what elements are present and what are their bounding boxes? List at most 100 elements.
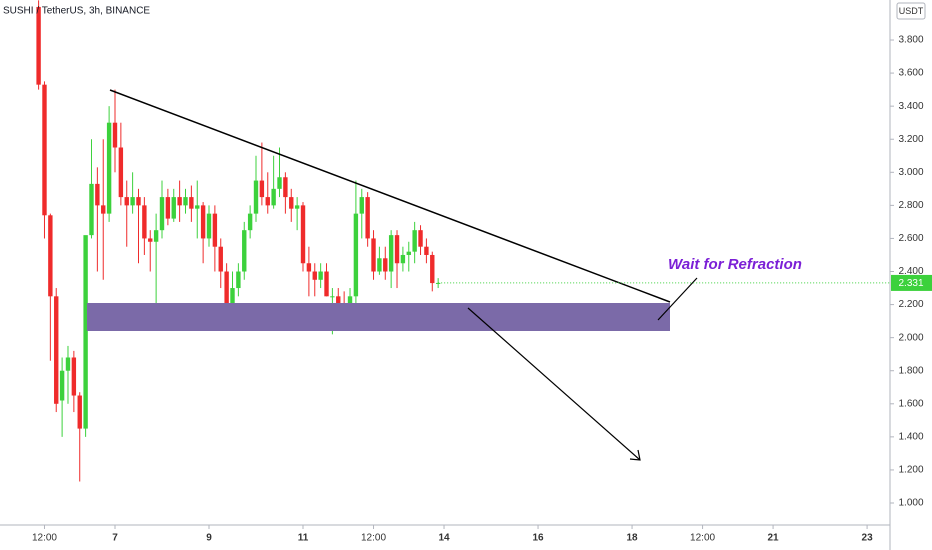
candle-body <box>195 205 200 209</box>
x-tick-label: 12:00 <box>361 533 386 544</box>
x-tick-label: 11 <box>298 533 309 544</box>
y-tick-label: 3.400 <box>898 101 923 112</box>
candle-body <box>101 205 106 214</box>
candle-body <box>394 235 400 264</box>
candle-body <box>36 6 41 85</box>
x-tick-label: 21 <box>768 533 780 544</box>
candle-body <box>112 122 118 148</box>
candle-body <box>95 183 100 206</box>
candle-body <box>224 271 229 305</box>
candle-body <box>136 197 141 206</box>
candle-body <box>253 180 259 214</box>
candle-body <box>424 246 429 255</box>
x-tick-label: 18 <box>626 533 638 544</box>
candle-body <box>265 197 270 206</box>
candle-body <box>165 197 171 219</box>
candle-body <box>77 395 82 429</box>
candle-body <box>435 282 441 284</box>
candle-body <box>230 288 235 305</box>
x-tick-label: 7 <box>112 533 118 544</box>
y-tick-label: 2.400 <box>898 266 923 277</box>
x-tick-label: 16 <box>532 533 544 544</box>
candle-body <box>359 197 364 214</box>
candle-body <box>324 271 329 297</box>
y-tick-label: 2.800 <box>898 200 923 211</box>
candle-body <box>212 213 218 247</box>
candle-body <box>59 370 65 401</box>
candle-body <box>89 183 94 236</box>
candle-body <box>48 215 53 297</box>
arrow-head <box>629 449 641 461</box>
y-tick-label: 3.600 <box>898 68 923 79</box>
candle-body <box>418 230 423 247</box>
candle-body <box>289 197 294 209</box>
candle-body <box>400 254 406 264</box>
candle-body <box>353 213 359 297</box>
y-tick-label: 1.400 <box>898 432 923 443</box>
candle-body <box>206 213 212 239</box>
candle-body <box>365 197 370 239</box>
y-tick-label: 3.200 <box>898 134 923 145</box>
candle-body <box>183 197 188 206</box>
candle-body <box>330 296 335 298</box>
last-price-tag <box>891 274 932 291</box>
candle-body <box>406 251 411 255</box>
projection-arrow <box>467 307 641 461</box>
candle-body <box>259 180 265 198</box>
unit-box <box>896 2 926 20</box>
trend-line <box>109 89 671 303</box>
candle-body <box>377 258 382 272</box>
candle-body <box>271 188 276 206</box>
candle-body <box>388 235 394 272</box>
candle-body <box>236 271 241 289</box>
y-tick-label: 1.200 <box>898 465 923 476</box>
candle-body <box>106 122 112 214</box>
candle-body <box>159 197 165 231</box>
candle-body <box>142 205 147 239</box>
candle-body <box>277 177 282 189</box>
support-zone <box>87 303 670 331</box>
candle-body <box>412 230 417 252</box>
y-tick-label: 1.000 <box>898 498 923 509</box>
candle-body <box>300 205 306 264</box>
chart-title: SUSHI / TetherUS, 3h, BINANCE <box>3 6 150 17</box>
candle-body <box>177 197 182 206</box>
last-price-label: 2.331 <box>898 278 923 289</box>
candle-body <box>336 296 341 305</box>
x-tick-label: 14 <box>438 533 450 544</box>
candle-body <box>306 263 312 272</box>
candle-body <box>130 197 135 206</box>
candle-body <box>171 197 176 219</box>
y-tick-label: 2.000 <box>898 332 923 343</box>
candle-body <box>124 197 129 206</box>
x-tick-label: 12:00 <box>32 533 57 544</box>
y-tick-label: 1.600 <box>898 398 923 409</box>
candle-body <box>71 357 77 396</box>
candle-body <box>318 271 323 280</box>
y-tick-label: 2.200 <box>898 299 923 310</box>
y-tick-label: 3.800 <box>898 35 923 46</box>
y-tick-label: 3.000 <box>898 167 923 178</box>
candle-body <box>83 235 88 429</box>
candle-body <box>42 84 47 216</box>
candle-body <box>242 230 247 272</box>
y-tick-label: 2.600 <box>898 233 923 244</box>
candle-body <box>118 147 124 198</box>
candle-body <box>371 238 376 272</box>
y-tick-label: 1.800 <box>898 365 923 376</box>
candle-body <box>65 357 71 371</box>
candle-body <box>189 197 194 209</box>
unit-label: USDT <box>899 6 924 16</box>
candle-body <box>200 205 206 239</box>
candle-body <box>153 230 159 242</box>
candle-body <box>283 177 288 198</box>
candle-body <box>148 238 153 242</box>
x-tick-label: 9 <box>206 533 212 544</box>
candle-body <box>54 296 59 404</box>
x-tick-label: 23 <box>862 533 874 544</box>
x-tick-label: 12:00 <box>690 533 715 544</box>
candle-body <box>430 254 435 284</box>
